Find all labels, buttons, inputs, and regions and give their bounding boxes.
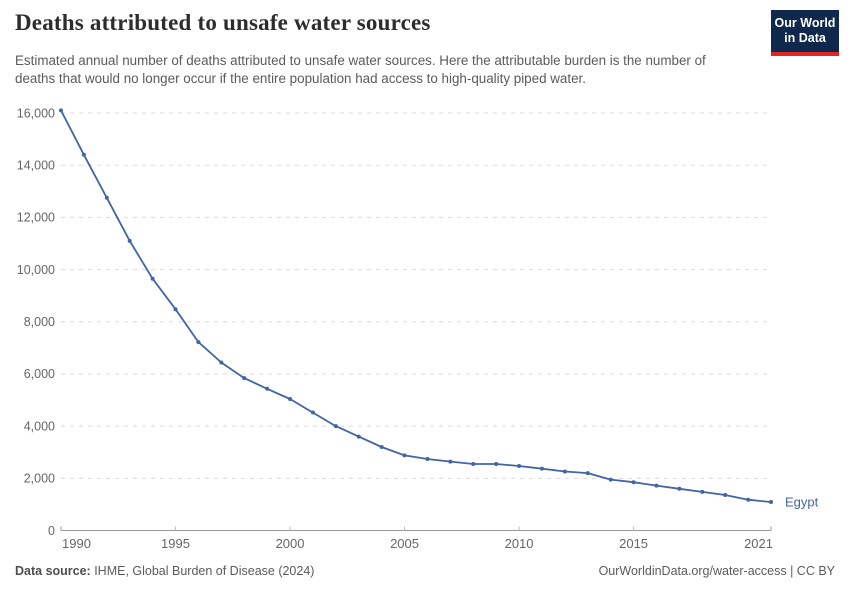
data-point (723, 493, 728, 498)
owid-url-link[interactable]: OurWorldinData.org/water-access (598, 564, 787, 578)
credit-note: OurWorldinData.org/water-access | CC BY (599, 564, 835, 578)
series-line-egypt (60, 109, 772, 504)
y-axis-tick-label: 4,000 (24, 419, 55, 433)
credit-separator: | (786, 564, 797, 578)
data-point (173, 307, 178, 312)
x-axis-tick-label: 2015 (619, 536, 648, 551)
chart-subtitle: Estimated annual number of deaths attrib… (15, 53, 706, 87)
data-source-text: IHME, Global Burden of Disease (2024) (90, 564, 315, 578)
x-axis-tick-label: 1995 (161, 536, 190, 551)
data-point (104, 195, 109, 200)
data-point (402, 453, 407, 458)
y-axis-tick-label: 0 (48, 524, 55, 538)
data-point (654, 483, 659, 488)
x-axis-tick-label: 1990 (62, 536, 91, 551)
y-axis-tick-label: 16,000 (17, 106, 55, 120)
y-axis-tick-label: 6,000 (24, 367, 55, 381)
y-axis-tick-label: 8,000 (24, 315, 55, 329)
data-point (219, 360, 224, 365)
x-axis-tick-label: 2000 (276, 536, 305, 551)
data-source-note: Data source: IHME, Global Burden of Dise… (15, 564, 314, 578)
owid-logo-line1: Our World (774, 16, 836, 30)
data-point (494, 461, 499, 466)
owid-logo-text: Our World in Data (771, 10, 839, 52)
data-point (59, 108, 63, 113)
data-source-label: Data source: (15, 564, 91, 578)
owid-logo-line2: in Data (784, 31, 826, 46)
data-point (127, 238, 132, 243)
license-link[interactable]: CC BY (796, 564, 835, 578)
owid-logo: Our World in Data (771, 10, 839, 56)
data-point (310, 410, 315, 415)
x-axis-tick-label: 2021 (744, 536, 773, 551)
data-point (196, 340, 201, 345)
data-point (356, 434, 361, 439)
page-title: Deaths attributed to unsafe water source… (15, 10, 431, 35)
series-label-egypt: Egypt (785, 495, 819, 510)
data-point (425, 457, 430, 462)
data-point (539, 466, 544, 471)
data-point (379, 445, 384, 449)
x-axis-tick-label: 2010 (505, 536, 534, 551)
data-point (150, 276, 155, 281)
data-point (562, 469, 567, 474)
data-point (746, 497, 751, 502)
data-point (288, 396, 293, 401)
data-point (471, 461, 476, 466)
data-point (81, 152, 86, 157)
data-point (769, 500, 773, 505)
data-point (333, 424, 338, 429)
data-point (585, 471, 590, 476)
data-point (700, 489, 705, 494)
y-axis-tick-label: 12,000 (17, 211, 55, 225)
data-point (677, 486, 682, 491)
data-point (517, 464, 522, 469)
data-point (608, 477, 613, 482)
data-point (242, 376, 247, 381)
y-axis-tick-label: 10,000 (17, 263, 55, 277)
chart-footer: Data source: IHME, Global Burden of Dise… (15, 564, 835, 578)
data-point (265, 386, 270, 391)
y-axis-tick-label: 14,000 (17, 158, 55, 172)
y-axis-tick-label: 2,000 (24, 472, 55, 486)
data-point (448, 459, 453, 464)
x-axis-tick-label: 2005 (390, 536, 419, 551)
data-point (631, 480, 636, 485)
owid-logo-red-stripe (771, 51, 839, 56)
